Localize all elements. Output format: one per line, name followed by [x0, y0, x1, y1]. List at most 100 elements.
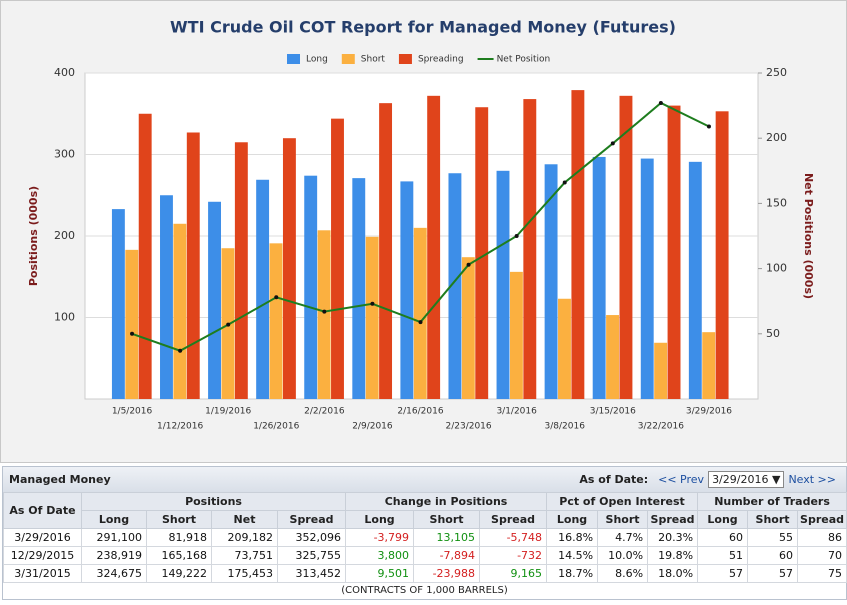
data-table: As Of Date Positions Change in Positions Pc… — [3, 492, 847, 583]
table-cell: 18.0% — [647, 564, 699, 583]
legend-swatch — [398, 54, 412, 64]
column-header: Short — [146, 510, 212, 529]
table-cell: -3,799 — [345, 528, 415, 547]
table-cell: 19.8% — [647, 546, 699, 565]
data-table-panel: Managed Money As of Date: << Prev 3/29/2… — [2, 466, 847, 600]
table-cell: 238,919 — [81, 546, 147, 565]
y2-tick-label: 50 — [766, 327, 780, 340]
bar — [702, 332, 716, 399]
y2-tick-label: 250 — [766, 66, 787, 79]
bar — [138, 113, 152, 399]
table-cell: 18.7% — [546, 564, 599, 583]
y-axis-title: Positions (000s) — [27, 186, 40, 286]
table-cell: 8.6% — [597, 564, 649, 583]
column-header: Short — [413, 510, 481, 529]
bar — [654, 342, 668, 399]
bar — [160, 195, 173, 399]
table-cell: 175,453 — [211, 564, 278, 583]
next-link[interactable]: Next >> — [788, 473, 836, 486]
table-cell: 16.8% — [546, 528, 599, 547]
table-cell: -7,894 — [413, 546, 481, 565]
x-tick-label: 3/1/2016 — [496, 407, 537, 417]
line-point — [610, 141, 615, 146]
bar — [496, 170, 510, 399]
chart-panel: WTI Crude Oil COT Report for Managed Mon… — [0, 0, 847, 463]
line-point — [466, 262, 471, 267]
bar — [509, 271, 523, 399]
table-cell: 13,105 — [413, 528, 481, 547]
bar — [269, 243, 283, 399]
bar — [208, 201, 221, 399]
bar — [606, 315, 620, 399]
y2-tick-label: 150 — [766, 196, 787, 209]
group-header: Change in Positions — [345, 492, 548, 511]
x-tick-label: 2/23/2016 — [445, 422, 491, 432]
header-cell: As Of Date — [3, 492, 82, 529]
table-cell: 324,675 — [81, 564, 147, 583]
table-cell: 12/29/2015 — [3, 546, 82, 565]
group-header: Positions — [80, 492, 347, 511]
table-cell: 3/29/2016 — [3, 528, 82, 547]
column-header: Spread — [797, 510, 847, 529]
table-cell: 57 — [747, 564, 799, 583]
bar — [256, 179, 270, 399]
bar — [427, 95, 441, 399]
table-toolbar: Managed Money As of Date: << Prev 3/29/2… — [3, 467, 846, 492]
table-cell: 51 — [697, 546, 749, 565]
table-cell: 81,918 — [146, 528, 212, 547]
table-cell: 352,096 — [276, 528, 347, 547]
x-tick-label: 3/29/2016 — [686, 407, 732, 417]
bar — [523, 99, 537, 399]
prev-link[interactable]: << Prev — [658, 473, 705, 486]
chart-title: WTI Crude Oil COT Report for Managed Mon… — [170, 18, 676, 37]
date-select[interactable]: 3/29/2016 ▼ — [708, 471, 785, 488]
column-header: Long — [345, 510, 415, 529]
legend-label: Spreading — [418, 55, 464, 65]
bar — [379, 103, 393, 399]
group-header: Pct of Open Interest — [546, 492, 699, 511]
bar — [125, 249, 139, 399]
table-title: Managed Money — [9, 473, 111, 486]
table-cell: 9,501 — [345, 564, 415, 583]
bar — [111, 209, 125, 399]
line-point — [178, 348, 183, 353]
table-cell: 9,165 — [479, 564, 548, 583]
bar — [400, 181, 414, 399]
column-header: Short — [597, 510, 649, 529]
bar — [331, 118, 344, 399]
line-point — [130, 331, 135, 336]
legend-label: Long — [306, 55, 328, 65]
x-tick-label: 1/5/2016 — [112, 407, 153, 417]
x-tick-label: 2/16/2016 — [397, 407, 443, 417]
line-point — [370, 301, 375, 306]
legend-label: Net Position — [497, 55, 551, 65]
table-cell: 60 — [747, 546, 799, 565]
table-row: 3/31/2015 324,675 149,222 175,453 313,452 9,5… — [3, 564, 847, 583]
line-point — [658, 100, 663, 105]
x-tick-label: 1/26/2016 — [253, 422, 299, 432]
y-tick-label: 300 — [54, 148, 75, 161]
bar — [715, 111, 729, 400]
bar — [186, 132, 200, 399]
x-tick-label: 1/12/2016 — [157, 422, 203, 432]
table-cell: 149,222 — [146, 564, 212, 583]
table-row: 3/29/2016 291,100 81,918 209,182 352,096 -3,7… — [3, 528, 847, 547]
x-tick-label: 3/8/2016 — [545, 422, 586, 432]
table-cell: 75 — [797, 564, 847, 583]
line-point — [226, 322, 231, 327]
bar — [544, 164, 558, 399]
table-footer: (CONTRACTS OF 1,000 BARRELS) — [341, 585, 508, 596]
table-cell: 4.7% — [597, 528, 649, 547]
y2-tick-label: 200 — [766, 131, 787, 144]
table-cell: 325,755 — [276, 546, 347, 565]
line-point — [322, 309, 327, 314]
column-header: Spread — [276, 510, 347, 529]
bar — [234, 142, 248, 399]
table-cell: 313,452 — [276, 564, 347, 583]
bar — [688, 161, 702, 399]
y-tick-label: 200 — [54, 229, 75, 242]
table-cell: 57 — [697, 564, 749, 583]
bar — [282, 138, 296, 399]
table-cell: 10.0% — [597, 546, 649, 565]
legend-swatch — [341, 54, 355, 64]
